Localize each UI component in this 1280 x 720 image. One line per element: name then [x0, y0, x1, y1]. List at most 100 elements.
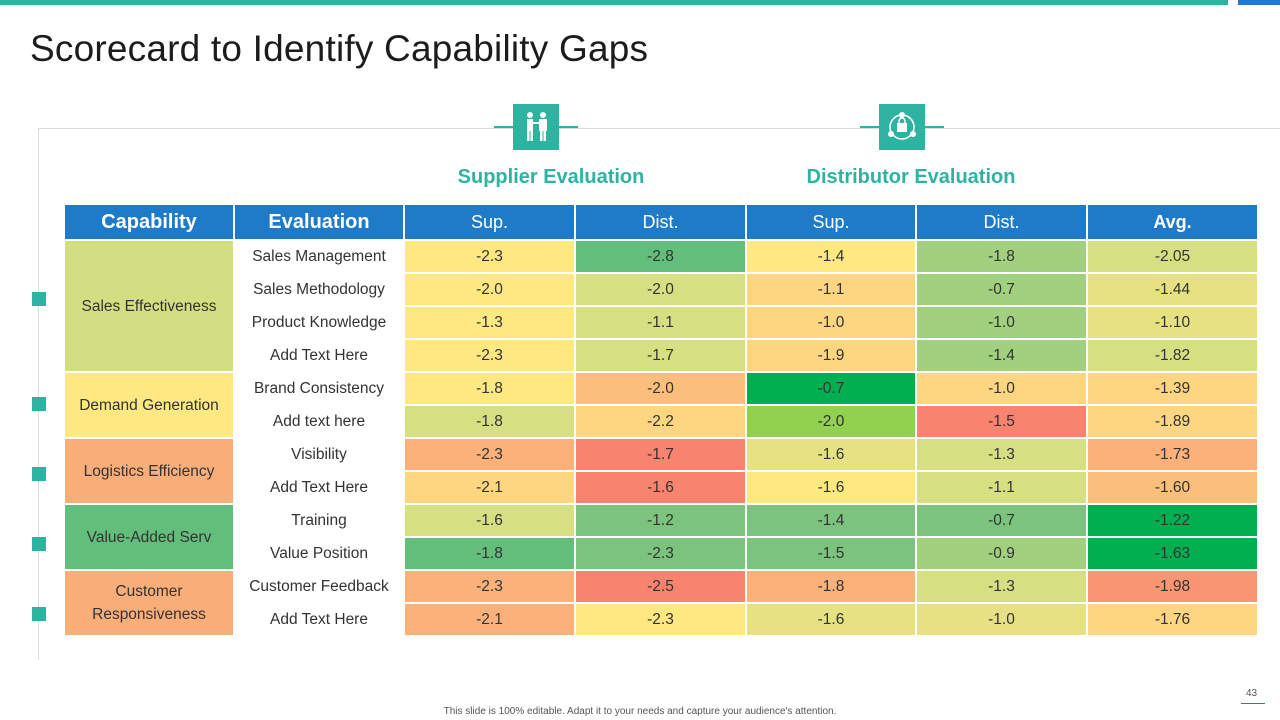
supplier-sup-cell: -2.1 [403, 470, 576, 505]
supplier-sup-cell: -2.3 [403, 569, 576, 604]
distributor-sup-cell: -1.6 [745, 470, 917, 505]
evaluation-cell: Training [233, 503, 405, 538]
scorecard-table: Capability Evaluation Sup. Dist. Sup. Di… [63, 203, 1259, 637]
distributor-sup-cell: -1.1 [745, 272, 917, 307]
distributor-dist-cell: -1.0 [915, 371, 1088, 406]
average-cell: -1.98 [1086, 569, 1259, 604]
table-row: Sales Methodology -2.0 -2.0 -1.1 -0.7 -1.44 [64, 272, 1259, 307]
evaluation-cell: Sales Methodology [233, 272, 405, 307]
bullet-marker [32, 292, 46, 306]
supplier-dist-cell: -1.7 [574, 338, 747, 373]
evaluation-cell: Value Position [233, 536, 405, 571]
capability-cell: Customer Responsiveness [63, 569, 235, 637]
header-distributor-dist: Dist. [915, 203, 1088, 241]
handshake-icon [513, 104, 559, 150]
supplier-sup-cell: -1.8 [403, 404, 576, 439]
distributor-dist-cell: -1.4 [915, 338, 1088, 373]
supplier-sup-cell: -2.3 [403, 338, 576, 373]
header-supplier-dist: Dist. [574, 203, 747, 241]
distributor-dist-cell: -0.7 [915, 272, 1088, 307]
page-number: 43 [1246, 688, 1258, 699]
distributor-evaluation-label: Distributor Evaluation [806, 166, 1016, 188]
average-cell: -2.05 [1086, 239, 1259, 274]
table-row: Add Text Here -2.3 -1.7 -1.9 -1.4 -1.82 [64, 338, 1259, 373]
average-cell: -1.60 [1086, 470, 1259, 505]
evaluation-cell: Product Knowledge [233, 305, 405, 340]
supplier-dist-cell: -2.3 [574, 536, 747, 571]
table-row: Add Text Here -2.1 -1.6 -1.6 -1.1 -1.60 [64, 470, 1259, 505]
supplier-dist-cell: -2.0 [574, 371, 747, 406]
evaluation-cell: Customer Feedback [233, 569, 405, 604]
evaluation-cell: Add Text Here [233, 338, 405, 373]
page-title: Scorecard to Identify Capability Gaps [30, 28, 649, 69]
header-average: Avg. [1086, 203, 1259, 241]
evaluation-cell: Brand Consistency [233, 371, 405, 406]
header-evaluation: Evaluation [233, 203, 405, 241]
distributor-dist-cell: -1.3 [915, 569, 1088, 604]
capability-cell: Demand Generation [63, 371, 235, 439]
distributor-dist-cell: -1.0 [915, 602, 1088, 637]
capability-cell: Value-Added Serv [63, 503, 235, 571]
supplier-dist-cell: -2.8 [574, 239, 747, 274]
header-capability: Capability [63, 203, 235, 241]
evaluation-cell: Add Text Here [233, 470, 405, 505]
average-cell: -1.76 [1086, 602, 1259, 637]
distributor-dist-cell: -1.8 [915, 239, 1088, 274]
average-cell: -1.10 [1086, 305, 1259, 340]
distributor-dist-cell: -1.3 [915, 437, 1088, 472]
supplier-sup-cell: -1.8 [403, 371, 576, 406]
distributor-sup-cell: -1.6 [745, 602, 917, 637]
evaluation-cell: Sales Management [233, 239, 405, 274]
evaluation-cell: Add text here [233, 404, 405, 439]
supplier-dist-cell: -1.7 [574, 437, 747, 472]
table-row: Value Position -1.8 -2.3 -1.5 -0.9 -1.63 [64, 536, 1259, 571]
supplier-sup-cell: -1.3 [403, 305, 576, 340]
table-row: Sales Effectiveness Sales Management -2.3-… [63, 239, 1259, 373]
supplier-sup-cell: -2.1 [403, 602, 576, 637]
supplier-dist-cell: -2.2 [574, 404, 747, 439]
supplier-evaluation-label: Supplier Evaluation [457, 166, 645, 188]
supplier-dist-cell: -1.2 [574, 503, 747, 538]
supplier-dist-cell: -1.1 [574, 305, 747, 340]
bullet-marker [32, 467, 46, 481]
network-icon [879, 104, 925, 150]
supplier-icon-group [494, 104, 578, 150]
header-supplier-sup: Sup. [403, 203, 576, 241]
evaluation-cell: Visibility [233, 437, 405, 472]
distributor-sup-cell: -0.7 [745, 371, 917, 406]
capability-cell: Sales Effectiveness [63, 239, 235, 373]
table-row: Value-Added Serv Training -1.6 -1.2 -1.4 -0.7… [63, 503, 1259, 571]
distributor-dist-cell: -1.1 [915, 470, 1088, 505]
distributor-sup-cell: -2.0 [745, 404, 917, 439]
evaluation-cell: Add Text Here [233, 602, 405, 637]
page-number-underline [1241, 703, 1265, 704]
distributor-dist-cell: -0.9 [915, 536, 1088, 571]
table-row: Customer Responsiveness Customer Feedback… [63, 569, 1259, 637]
distributor-sup-cell: -1.9 [745, 338, 917, 373]
distributor-icon-group [860, 104, 944, 150]
supplier-dist-cell: -2.3 [574, 602, 747, 637]
supplier-dist-cell: -2.5 [574, 569, 747, 604]
average-cell: -1.63 [1086, 536, 1259, 571]
table-header-row: Capability Evaluation Sup. Dist. Sup. Di… [63, 203, 1259, 241]
table-row: Demand Generation Brand Consistency -1.8 -2… [63, 371, 1259, 439]
top-accent-bar [0, 0, 1228, 5]
average-cell: -1.73 [1086, 437, 1259, 472]
table-row: Add Text Here -2.1 -2.3 -1.6 -1.0 -1.76 [64, 602, 1259, 637]
distributor-dist-cell: -1.0 [915, 305, 1088, 340]
distributor-sup-cell: -1.0 [745, 305, 917, 340]
distributor-sup-cell: -1.4 [745, 239, 917, 274]
supplier-sup-cell: -2.0 [403, 272, 576, 307]
distributor-sup-cell: -1.8 [745, 569, 917, 604]
average-cell: -1.39 [1086, 371, 1259, 406]
frame-divider-left [38, 128, 39, 660]
average-cell: -1.22 [1086, 503, 1259, 538]
frame-divider [38, 128, 1280, 129]
supplier-sup-cell: -2.3 [403, 437, 576, 472]
supplier-sup-cell: -2.3 [403, 239, 576, 274]
supplier-dist-cell: -1.6 [574, 470, 747, 505]
table-row: Logistics Efficiency Visibility -2.3 -1.7 -1… [63, 437, 1259, 505]
distributor-sup-cell: -1.4 [745, 503, 917, 538]
footer-note: This slide is 100% editable. Adapt it to… [443, 706, 837, 717]
average-cell: -1.44 [1086, 272, 1259, 307]
